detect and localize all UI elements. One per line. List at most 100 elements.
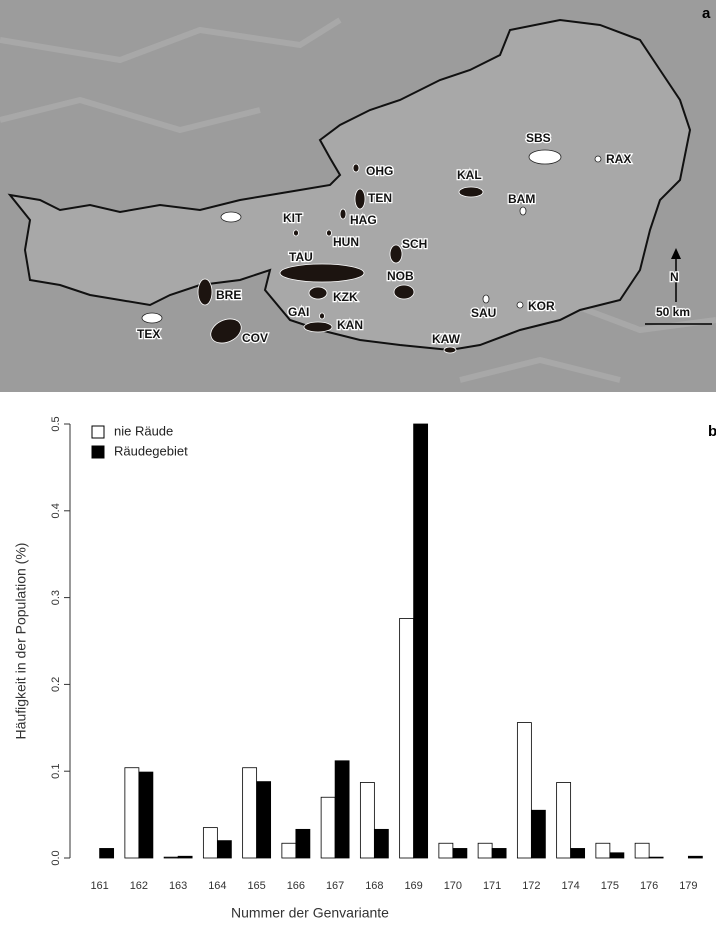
x-tick-label: 166: [287, 880, 305, 892]
site-marker: [327, 230, 332, 236]
bar: [100, 848, 114, 858]
bar: [531, 810, 545, 858]
x-tick-label: 167: [326, 880, 344, 892]
y-tick-label: 0.3: [50, 590, 62, 605]
x-tick-label: 172: [522, 880, 540, 892]
x-tick-label: 170: [444, 880, 462, 892]
site-marker: [280, 264, 364, 282]
site-marker: [309, 287, 327, 299]
legend-label: Räudegebiet: [114, 443, 188, 458]
site-label: SAU: [471, 306, 496, 320]
site-marker: [340, 209, 346, 219]
bar: [178, 856, 192, 858]
site-label: BRE: [216, 288, 241, 302]
x-tick-label: 176: [640, 880, 658, 892]
panel-label: a: [702, 5, 711, 22]
bar: [360, 782, 374, 858]
site-marker: [320, 313, 325, 319]
x-tick-label: 171: [483, 880, 501, 892]
bar: [335, 761, 349, 858]
site-marker: [394, 285, 414, 299]
x-tick-label: 174: [561, 880, 579, 892]
bar: [374, 829, 388, 858]
site-marker: [353, 164, 359, 172]
site-label: COV: [242, 331, 268, 345]
site-marker: [221, 212, 241, 222]
site-marker: [304, 322, 332, 332]
legend-swatch: [92, 426, 104, 438]
site-marker: [294, 230, 299, 236]
y-tick-label: 0.4: [50, 503, 62, 518]
y-tick-label: 0.2: [50, 677, 62, 692]
site-label: RAX: [606, 152, 631, 166]
site-label: HAG: [350, 213, 377, 227]
bar: [164, 857, 178, 858]
legend-swatch: [92, 446, 104, 458]
site-label: KOR: [528, 299, 555, 313]
y-tick-label: 0.5: [50, 416, 62, 431]
bar: [517, 723, 531, 858]
site-marker: [390, 245, 402, 263]
bar: [610, 853, 624, 858]
y-tick-label: 0.1: [50, 764, 62, 779]
x-axis-title: Nummer der Genvariante: [231, 905, 389, 921]
x-tick-label: 162: [130, 880, 148, 892]
bar: [649, 857, 663, 858]
x-tick-label: 164: [208, 880, 226, 892]
legend-label: nie Räude: [114, 423, 173, 438]
bar: [139, 772, 153, 858]
bar: [571, 848, 585, 858]
site-marker: [517, 302, 523, 308]
x-tick-label: 163: [169, 880, 187, 892]
site-label: TEX: [137, 327, 160, 341]
site-marker: [142, 313, 162, 323]
y-tick-label: 0.0: [50, 850, 62, 865]
site-marker: [520, 207, 526, 215]
bar: [321, 797, 335, 858]
scale-label: 50 km: [656, 305, 690, 319]
site-label: KAN: [337, 318, 363, 332]
site-marker: [483, 295, 489, 303]
x-tick-label: 165: [247, 880, 265, 892]
bar: [296, 829, 310, 858]
bar: [596, 843, 610, 858]
map-panel: OHG TEN HAG KIT HUN SCH TAU NOB KZK BRE …: [0, 0, 716, 392]
site-label: NOB: [387, 269, 414, 283]
x-tick-label: 169: [404, 880, 422, 892]
x-tick-label: 179: [679, 880, 697, 892]
site-label: SBS: [526, 131, 551, 145]
site-marker: [198, 279, 212, 305]
bar: [635, 843, 649, 858]
bar: [557, 782, 571, 858]
bar: [414, 424, 428, 858]
bar: [400, 618, 414, 858]
site-marker: [529, 150, 561, 164]
site-label: SCH: [402, 237, 427, 251]
bar: [453, 848, 467, 858]
site-marker: [355, 189, 365, 209]
bar: [125, 768, 139, 858]
bar: [203, 828, 217, 858]
site-label: BAM: [508, 192, 535, 206]
site-marker: [444, 347, 456, 353]
figure: OHG TEN HAG KIT HUN SCH TAU NOB KZK BRE …: [0, 0, 716, 928]
panel-label: b: [708, 423, 716, 440]
site-label: TEN: [368, 191, 392, 205]
bar: [688, 856, 702, 858]
x-tick-label: 168: [365, 880, 383, 892]
site-label: KIT: [283, 211, 303, 225]
site-marker: [459, 187, 483, 197]
y-axis-title: Häufigkeit in der Population (%): [13, 543, 29, 740]
bar: [282, 843, 296, 858]
site-label: TAU: [289, 250, 313, 264]
x-tick-label: 175: [601, 880, 619, 892]
site-label: GAI: [288, 305, 309, 319]
bar: [243, 768, 257, 858]
site-label: KZK: [333, 290, 358, 304]
bar: [492, 848, 506, 858]
bar: [257, 782, 271, 858]
site-label: HUN: [333, 235, 359, 249]
bar: [217, 841, 231, 858]
site-label: KAW: [432, 332, 461, 346]
x-tick-label: 161: [90, 880, 108, 892]
